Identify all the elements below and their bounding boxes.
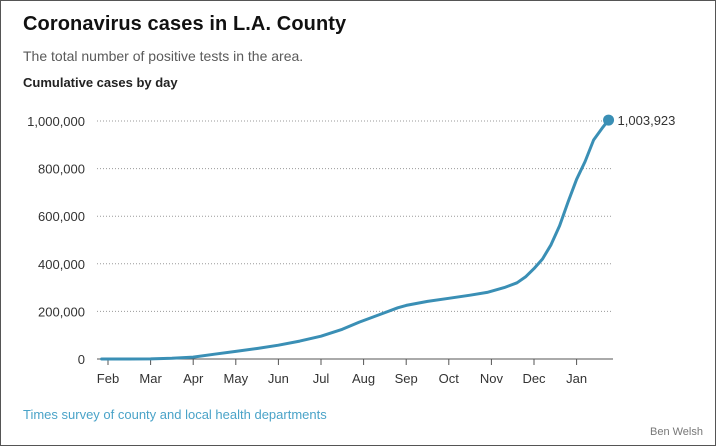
y-tick-label: 1,000,000 (27, 114, 85, 129)
y-tick-label: 200,000 (38, 304, 85, 319)
chart-subtitle: The total number of positive tests in th… (23, 48, 304, 64)
x-tick-label: Aug (352, 371, 375, 386)
y-tick-label: 800,000 (38, 162, 85, 177)
x-tick-label: Jul (313, 371, 330, 386)
x-tick-label: Oct (439, 371, 460, 386)
x-tick-label: May (224, 371, 249, 386)
chart-title: Coronavirus cases in L.A. County (23, 13, 347, 35)
gridlines (97, 120, 613, 312)
y-tick-label: 600,000 (38, 209, 85, 224)
y-tick-labels: 0 200,000 400,000 600,000 800,000 1,000,000 (27, 114, 85, 367)
series-line (100, 118, 610, 361)
x-tick-label: Sep (395, 371, 418, 386)
x-tick-label: Jan (566, 371, 587, 386)
x-tick-label: Mar (139, 371, 162, 386)
x-tick-label: Dec (522, 371, 546, 386)
endpoint-label: 1,003,923 (618, 113, 676, 128)
x-tick-label: Feb (97, 371, 119, 386)
source-link[interactable]: Times survey of county and local health … (23, 407, 327, 422)
endpoint-marker (603, 114, 615, 126)
byline-credit: Ben Welsh (650, 426, 703, 438)
x-tick-label: Jun (268, 371, 289, 386)
series-layer: 1,003,923 (100, 113, 676, 361)
y-tick-label: 400,000 (38, 257, 85, 272)
x-tick-label: Apr (183, 371, 204, 386)
x-axis: Feb Mar Apr May Jun Jul Aug Sep Oct Nov Dec Jan (97, 358, 613, 386)
y-axis-label: Cumulative cases by day (23, 75, 178, 90)
y-tick-label: 0 (78, 352, 85, 367)
x-tick-label: Nov (480, 371, 504, 386)
